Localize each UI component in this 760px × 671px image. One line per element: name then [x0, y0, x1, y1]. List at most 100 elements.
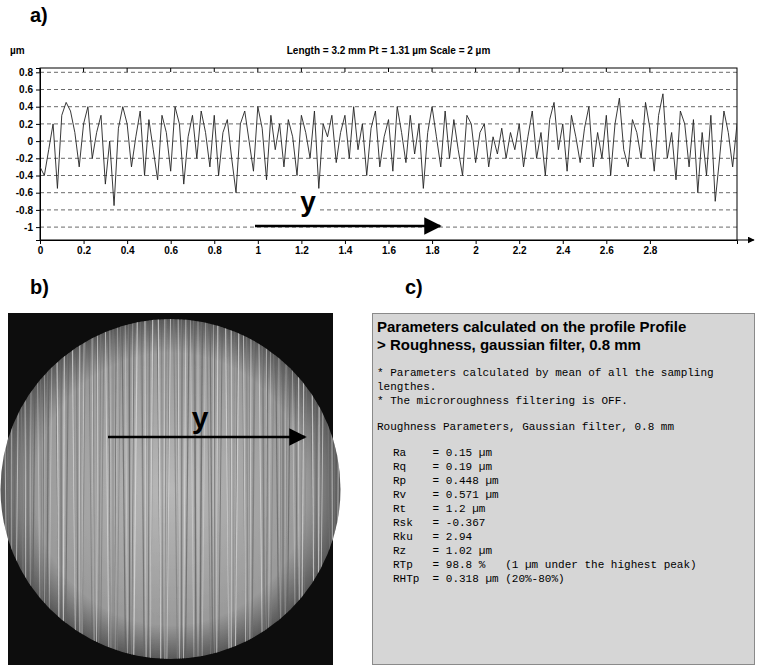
tick: -1 — [24, 222, 40, 233]
texture-streak — [125, 319, 127, 659]
texture-streak — [266, 319, 267, 659]
spacer — [377, 408, 750, 420]
texture-streak — [186, 319, 190, 659]
texture-streak — [327, 319, 331, 659]
texture-streak — [56, 319, 60, 659]
texture-streak — [162, 319, 163, 659]
tick-mark — [84, 240, 85, 244]
tick-mark — [519, 240, 520, 244]
panel-label: a) — [30, 4, 48, 26]
texture-streak — [230, 319, 231, 659]
tick-label: -1 — [24, 222, 33, 233]
texture-streak — [181, 319, 182, 659]
tick: 1.2 — [295, 240, 309, 256]
tick-label: 0.2 — [19, 119, 33, 130]
texture-streak — [150, 319, 154, 659]
texture-streak — [174, 319, 178, 659]
spacer — [377, 434, 750, 446]
parameter: Rv = 0.571 µm — [377, 488, 750, 502]
texture-streak — [200, 319, 202, 659]
texture-streak — [231, 319, 232, 659]
tick-mark — [258, 240, 259, 244]
tick-mark — [36, 227, 40, 228]
tick-mark — [649, 68, 650, 72]
axis-arrow — [737, 240, 754, 241]
texture-streak — [115, 319, 117, 659]
direction-arrow — [108, 436, 305, 439]
texture-streak — [8, 319, 9, 659]
tick-label: -0.4 — [16, 170, 34, 181]
tick: 0.4 — [121, 240, 135, 256]
texture-streak — [279, 319, 281, 659]
texture-streak — [11, 319, 12, 659]
tick: -0.4 — [16, 170, 40, 181]
texture-streak — [43, 319, 44, 659]
texture-streak — [49, 319, 53, 659]
tick-mark — [606, 68, 607, 72]
x-axis: 00.20.40.60.811.21.41.61.822.22.42.62.8 — [38, 240, 738, 256]
tick-mark — [257, 68, 258, 72]
texture-streak — [65, 319, 69, 659]
tick-mark — [432, 68, 433, 72]
texture-streak — [11, 319, 12, 659]
tick-label: 0 — [38, 245, 44, 256]
texture-streak — [117, 319, 121, 659]
texture-streak — [92, 319, 94, 659]
texture-streak — [318, 319, 319, 659]
chart-title: Length = 3.2 mm Pt = 1.31 µm Scale = 2 µ… — [287, 45, 491, 56]
tick-label: 2.8 — [643, 245, 657, 256]
tick-mark — [475, 68, 476, 72]
plot-frame — [40, 68, 737, 240]
tick: 0.6 — [19, 84, 40, 95]
texture-streak — [145, 319, 146, 659]
parameter: Rku = 2.94 — [377, 530, 750, 544]
texture-streak — [79, 319, 80, 659]
tick-mark — [36, 124, 40, 125]
tick-label: -0.8 — [16, 205, 34, 216]
texture-streak — [235, 319, 239, 659]
texture-streak — [298, 319, 299, 659]
tick: -0.6 — [16, 187, 40, 198]
tick-mark — [36, 141, 40, 142]
texture-streak — [44, 319, 45, 659]
tick-label: 0 — [27, 136, 33, 147]
direction-arrow — [255, 225, 440, 228]
panel-label: c) — [405, 276, 423, 298]
tick-mark — [562, 68, 563, 72]
top-ticks — [40, 68, 650, 72]
tick-label: 0.2 — [77, 245, 91, 256]
grid-line — [40, 192, 737, 193]
tick: 1 — [256, 240, 262, 256]
tick-mark — [345, 240, 346, 244]
tick: 0.8 — [208, 240, 222, 256]
texture-streak — [141, 319, 145, 659]
annotation: y — [192, 401, 209, 434]
texture-streak — [96, 319, 97, 659]
texture-streak — [27, 319, 28, 659]
texture-streak — [337, 319, 339, 659]
tick-label: 2.2 — [513, 245, 527, 256]
texture-streak — [157, 319, 161, 659]
profile-line — [40, 94, 737, 206]
texture-streak — [252, 319, 256, 659]
section-head: Roughness Parameters, Gaussian filter, 0… — [377, 420, 750, 434]
grid-line — [40, 141, 737, 142]
texture-streak — [16, 319, 20, 659]
texture-streak — [4, 319, 8, 659]
tick-mark — [301, 68, 302, 72]
tick: 0.6 — [164, 240, 178, 256]
tick: 1.8 — [426, 240, 440, 256]
texture-streak — [77, 319, 78, 659]
grid-line — [40, 89, 737, 90]
texture-streak — [61, 319, 62, 659]
tick-mark — [127, 240, 128, 244]
tick-label: -0.2 — [16, 153, 34, 164]
texture-streak — [0, 319, 1, 659]
texture-streak — [271, 319, 275, 659]
tick-label: 0.8 — [19, 67, 33, 78]
texture-streak — [167, 319, 171, 659]
x-axis-line — [41, 241, 738, 245]
texture-streak — [122, 319, 126, 659]
tick-label: 1.2 — [295, 245, 309, 256]
texture-streak — [315, 319, 316, 659]
